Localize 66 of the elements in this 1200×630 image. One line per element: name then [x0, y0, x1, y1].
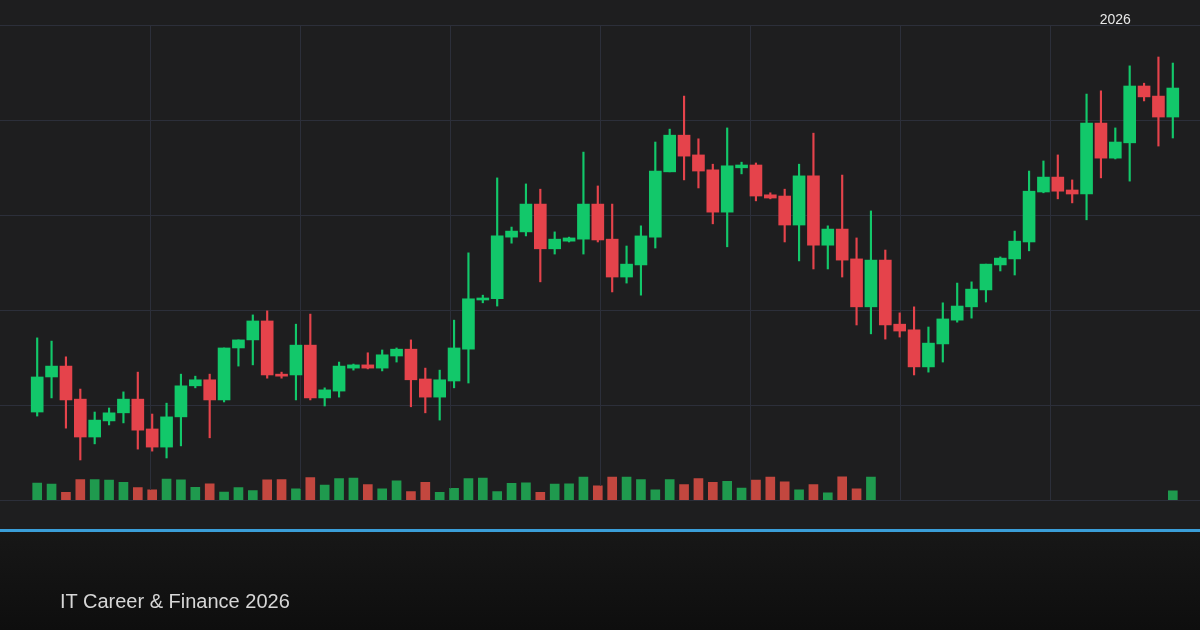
- bar: [866, 476, 876, 500]
- bar: [377, 488, 388, 500]
- bar: [707, 481, 718, 500]
- bar: [449, 488, 459, 500]
- bar: [32, 482, 43, 500]
- bar: [276, 479, 287, 500]
- bar: [521, 482, 531, 500]
- bar: [808, 484, 819, 500]
- bar: [1167, 490, 1178, 500]
- bar: [104, 479, 114, 500]
- bar: [693, 478, 704, 500]
- candlestick: [1152, 56, 1165, 147]
- bar: [362, 484, 373, 500]
- bar: [420, 481, 431, 500]
- bar: [679, 484, 689, 500]
- bar: [506, 482, 517, 500]
- bar: [621, 476, 632, 500]
- bar: [176, 479, 186, 500]
- bar: [564, 483, 574, 500]
- bar: [233, 487, 244, 500]
- candlestick: [232, 339, 245, 367]
- bar: [722, 481, 733, 500]
- bar: [636, 479, 646, 500]
- bar: [492, 491, 503, 500]
- bar: [262, 479, 273, 500]
- bar: [348, 477, 359, 500]
- bar: [751, 479, 761, 500]
- bar: [61, 492, 71, 500]
- bar: [463, 478, 474, 500]
- bar: [736, 487, 747, 500]
- bar: [89, 479, 100, 500]
- text: IT Career & Finance 2026: [60, 589, 290, 613]
- bar: [434, 492, 445, 500]
- bar: [305, 477, 316, 500]
- bar: [607, 476, 618, 500]
- bar: [779, 481, 790, 500]
- bar: [650, 489, 661, 500]
- candlestick: [45, 340, 58, 399]
- bar: [822, 492, 833, 500]
- bar: [851, 488, 862, 500]
- bar: [391, 480, 402, 500]
- bar: [334, 478, 344, 500]
- bar: [837, 476, 848, 500]
- bar: [765, 476, 776, 500]
- bar: [75, 479, 86, 500]
- bar: [592, 485, 603, 500]
- bar: [204, 483, 215, 500]
- bar: [46, 483, 57, 500]
- bar: [578, 476, 589, 500]
- bar: [477, 477, 488, 500]
- bar: [132, 487, 143, 500]
- bar: [406, 491, 416, 500]
- bar: [247, 490, 258, 500]
- bar: [161, 478, 172, 500]
- bar: [319, 484, 330, 500]
- bar: [291, 488, 301, 500]
- bar: [535, 492, 546, 500]
- bar: [794, 489, 804, 500]
- bar: [190, 486, 201, 500]
- bar: [664, 479, 675, 500]
- bar: [118, 481, 129, 500]
- bar: [147, 489, 158, 500]
- bar: [549, 483, 560, 500]
- bar: [219, 491, 229, 500]
- candlestick: [577, 151, 590, 255]
- x-tick-label: 2026: [1099, 11, 1132, 28]
